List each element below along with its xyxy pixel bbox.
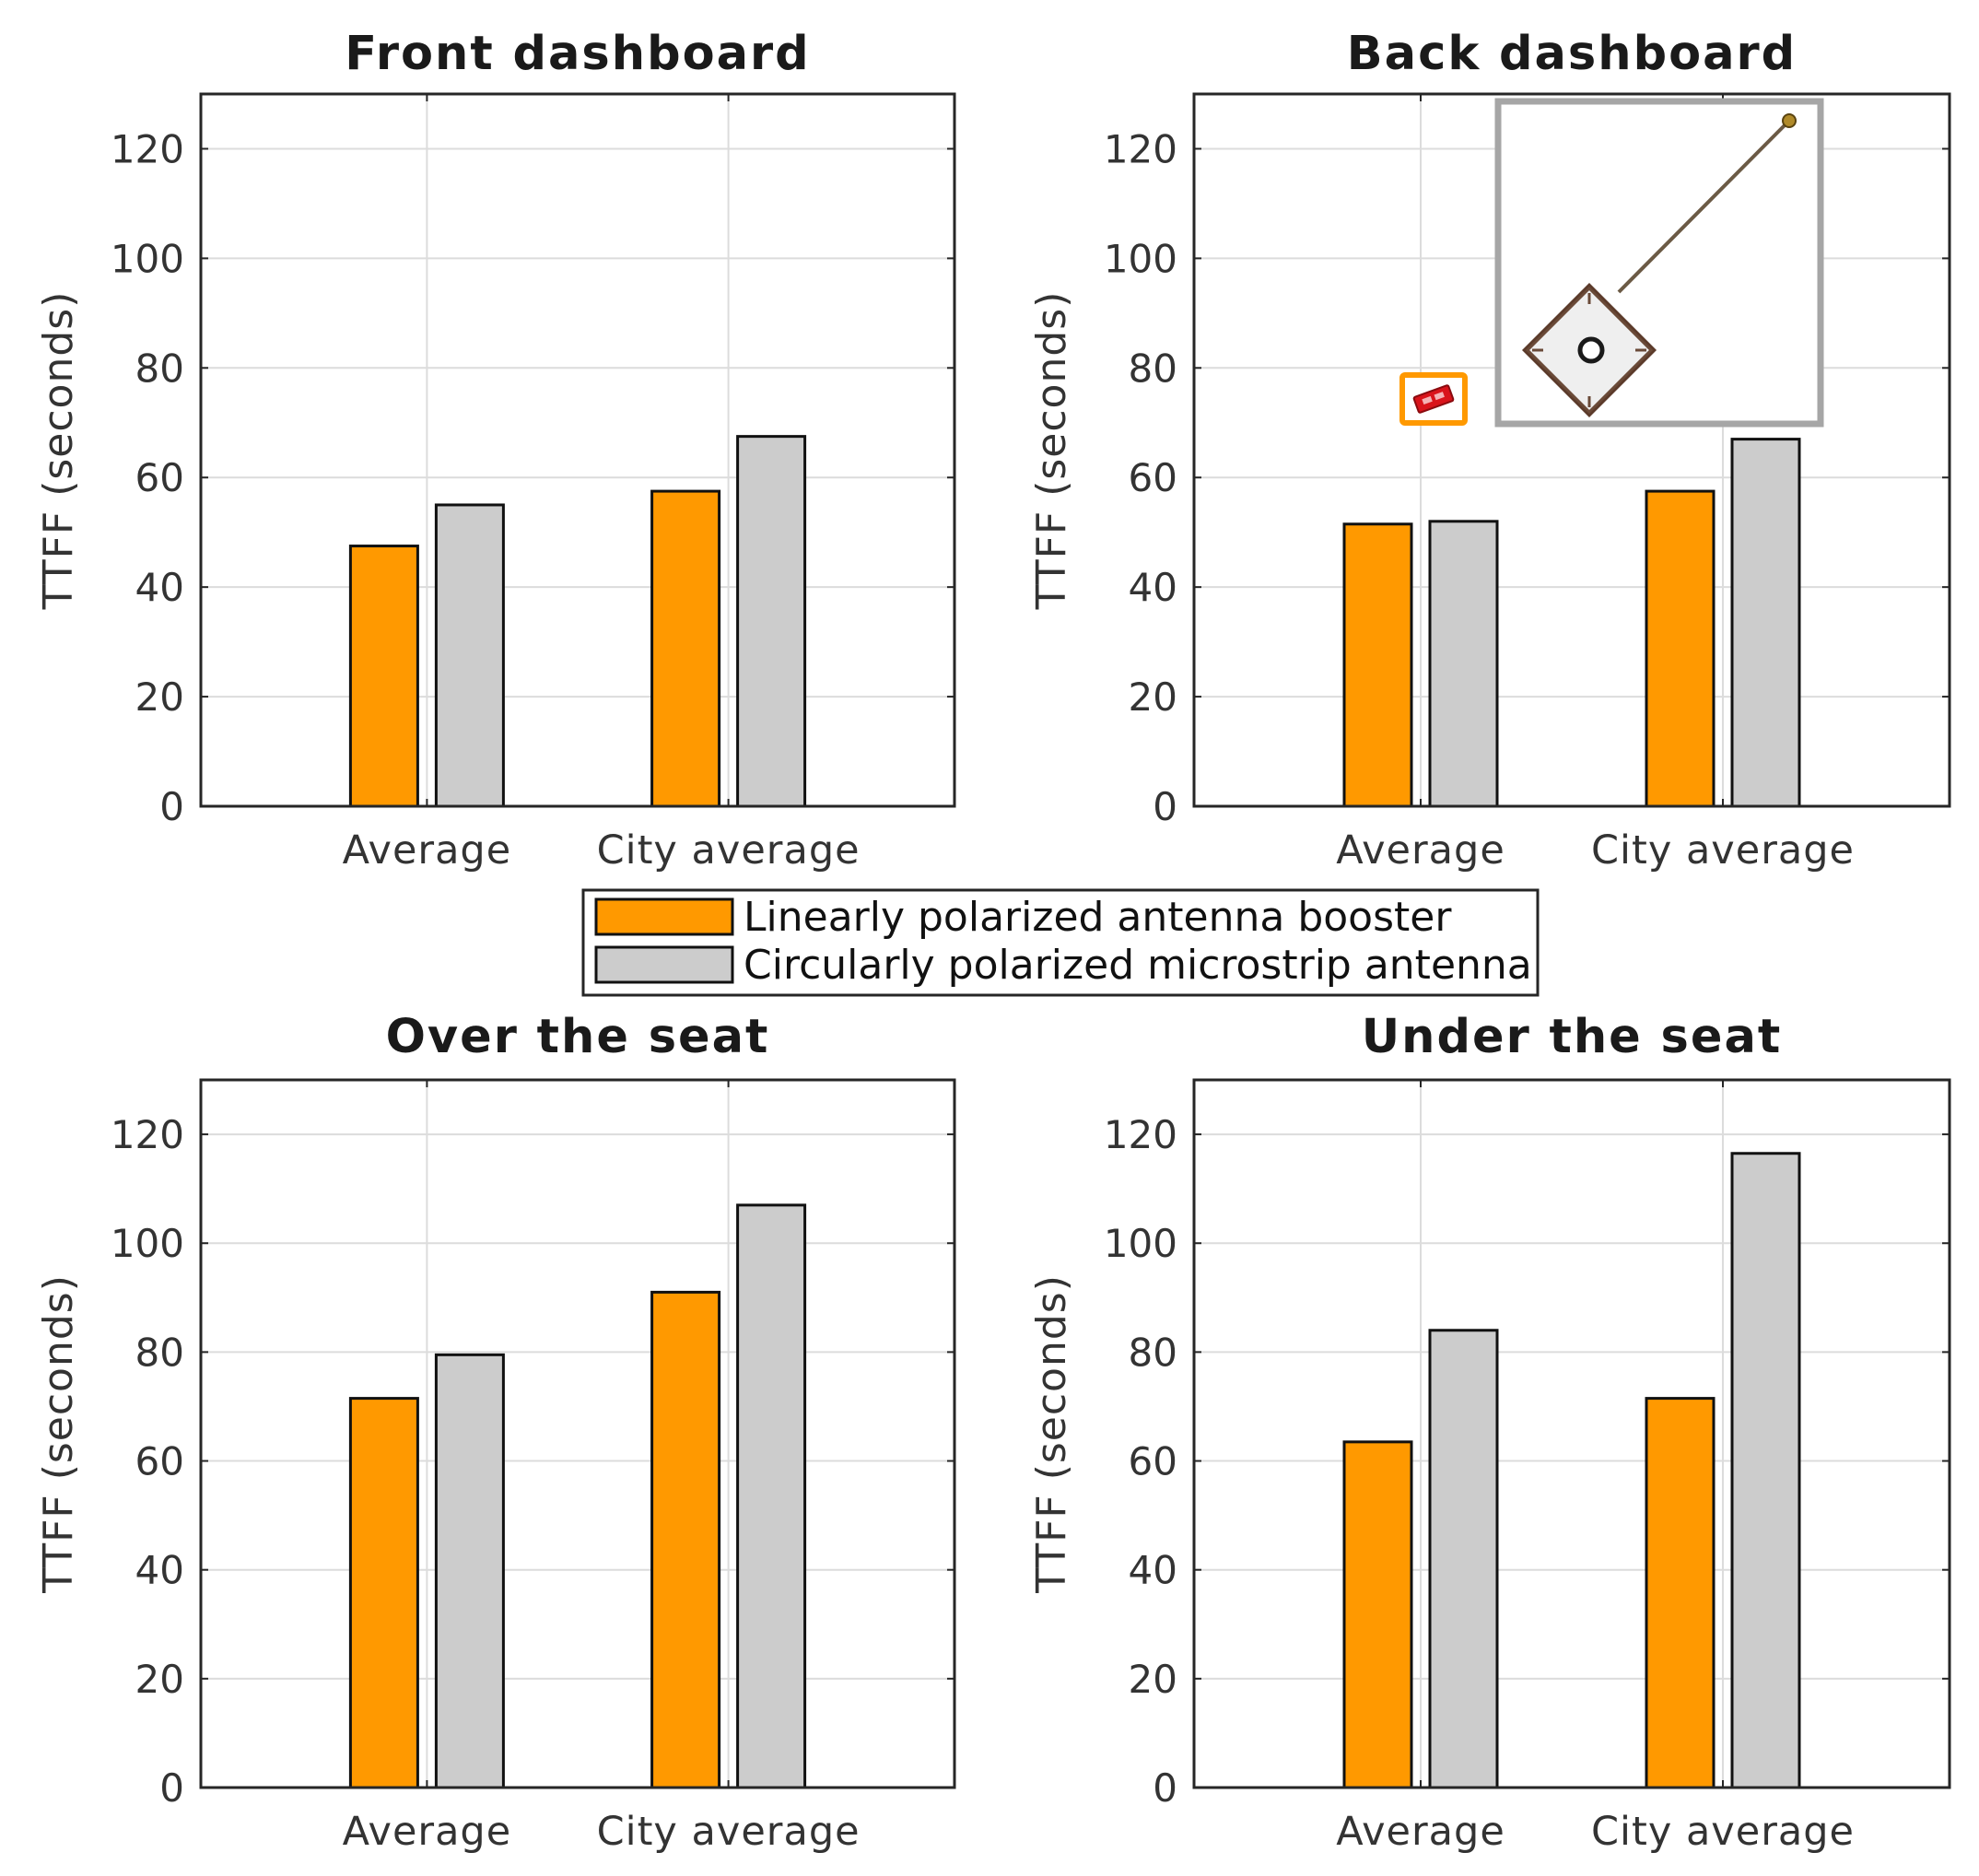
axes-frame [1192,1078,1951,1789]
bar-circular-microstrip [1428,1329,1499,1789]
y-tick-label: 60 [135,1439,184,1484]
bar-circular-microstrip [434,1353,505,1789]
y-tick-label: 40 [135,565,184,610]
y-tick-label: 100 [111,1221,184,1266]
x-category-label: City average [1591,1809,1855,1855]
panel-under-the-seat: 0 20 40 60 80 100 120 Average City average Under … [1028,1010,1951,1855]
y-tick-label: 120 [1104,126,1177,171]
y-tick-label: 80 [1129,346,1177,391]
red-chip-antenna-booster-icon [1412,384,1455,414]
legend-box [581,888,1540,997]
bar-linear-booster [650,1290,721,1789]
plot-area [201,94,954,806]
y-axis-label: TTFF (seconds) [35,1274,82,1594]
bar-circular-microstrip [1730,438,1801,808]
panel-front-dashboard: 0 20 40 60 80 100 120 Average City average Front … [35,27,956,874]
y-tick-label: 20 [135,674,184,720]
y-tick-label: 100 [111,236,184,281]
booster-inset [1399,372,1468,426]
bar-circular-microstrip [434,503,505,808]
legend-label-microstrip: Circularly polarized microstrip antenna [744,942,1532,989]
y-tick-label: 40 [1129,565,1177,610]
legend-label-booster: Linearly polarized antenna booster [744,894,1452,941]
patch-inset-frame [1494,98,1824,428]
chart-title: Over the seat [386,1010,770,1064]
axes-frame [199,1078,956,1789]
y-tick-label: 40 [135,1548,184,1593]
bar-circular-microstrip [736,1203,807,1789]
y-axis-label: TTFF (seconds) [1028,291,1075,611]
y-tick-label: 60 [1129,455,1177,500]
y-tick-label: 80 [135,346,184,391]
plot-area [201,1080,954,1788]
y-tick-label: 20 [135,1657,184,1702]
x-category-label: City average [597,827,861,874]
y-tick-label: 0 [159,784,184,829]
legend: Linearly polarized antenna booster Circu… [581,888,1540,997]
y-tick-label: 0 [1153,784,1177,829]
bar-linear-booster [348,545,419,808]
x-category-label: City average [597,1809,861,1855]
y-tick-label: 60 [1129,1439,1177,1484]
chart-title: Back dashboard [1347,27,1797,81]
x-category-label: Average [1336,827,1505,874]
bar-linear-booster [1342,522,1413,808]
panel-over-the-seat: 0 20 40 60 80 100 120 Average City average Over t… [35,1010,956,1855]
legend-swatch-booster [594,897,734,936]
y-tick-label: 100 [1104,1221,1177,1266]
y-tick-label: 60 [135,455,184,500]
y-tick-label: 120 [1104,1112,1177,1157]
x-category-label: Average [1336,1809,1505,1855]
y-tick-label: 120 [111,1112,184,1157]
patch-antenna-inset [1494,98,1824,428]
bar-circular-microstrip [1428,520,1499,808]
y-tick-label: 20 [1129,674,1177,720]
bar-linear-booster [1645,489,1716,808]
bar-linear-booster [1342,1440,1413,1789]
x-category-label: Average [343,827,512,874]
bar-linear-booster [650,489,721,808]
plot-area [1194,1080,1950,1788]
bar-linear-booster [348,1397,419,1789]
axes-frame [199,92,956,808]
x-category-label: City average [1591,827,1855,874]
axes-frame [1192,92,1951,808]
legend-swatch-microstrip [594,945,734,984]
chart-title: Front dashboard [345,27,810,81]
bar-linear-booster [1645,1397,1716,1789]
y-tick-label: 40 [1129,1548,1177,1593]
y-tick-label: 100 [1104,236,1177,281]
y-axis-label: TTFF (seconds) [1028,1274,1075,1594]
y-tick-label: 0 [1153,1765,1177,1811]
ceramic-patch-antenna-with-cable-icon [1522,113,1797,417]
y-tick-label: 120 [111,126,184,171]
y-tick-label: 80 [1129,1330,1177,1375]
y-tick-label: 20 [1129,1657,1177,1702]
y-axis-label: TTFF (seconds) [35,291,82,611]
x-category-label: Average [343,1809,512,1855]
y-tick-label: 80 [135,1330,184,1375]
bar-circular-microstrip [1730,1152,1801,1789]
chart-title: Under the seat [1362,1010,1783,1064]
y-tick-label: 0 [159,1765,184,1811]
bar-circular-microstrip [736,435,807,808]
